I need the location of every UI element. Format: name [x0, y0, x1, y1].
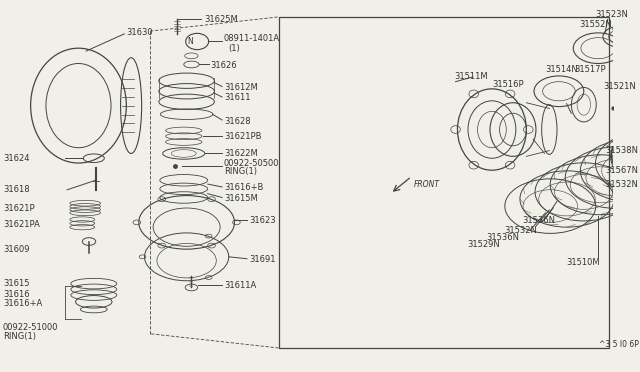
- Text: 31529N: 31529N: [467, 240, 500, 249]
- Text: 31511M: 31511M: [454, 73, 488, 81]
- Text: 31532N: 31532N: [605, 180, 637, 189]
- Text: 31567N: 31567N: [605, 166, 638, 175]
- Text: (1): (1): [228, 44, 239, 53]
- Text: 31612M: 31612M: [224, 83, 258, 92]
- Text: 31621P: 31621P: [3, 203, 35, 212]
- Text: 31616+B: 31616+B: [224, 183, 263, 192]
- Text: RING(1): RING(1): [3, 332, 36, 341]
- Text: N: N: [188, 37, 193, 46]
- Text: ^3 5 I0 6P: ^3 5 I0 6P: [599, 340, 639, 349]
- Text: 31691: 31691: [249, 255, 275, 264]
- Text: 31623: 31623: [249, 216, 275, 225]
- Text: 31517P: 31517P: [574, 65, 606, 74]
- Text: 31611: 31611: [224, 93, 250, 102]
- Text: 31624: 31624: [3, 154, 29, 163]
- Text: 31516P: 31516P: [492, 80, 524, 89]
- Text: 31523N: 31523N: [595, 10, 628, 19]
- Text: 00922-51000: 00922-51000: [3, 323, 58, 332]
- Text: 31628: 31628: [224, 118, 251, 126]
- Text: 31626: 31626: [211, 61, 237, 70]
- Text: 31532N: 31532N: [504, 225, 537, 234]
- Text: 31611A: 31611A: [224, 281, 256, 290]
- Text: RING(1): RING(1): [224, 167, 257, 176]
- Text: 31618: 31618: [3, 185, 29, 194]
- Text: 31621PB: 31621PB: [224, 132, 262, 141]
- Text: 31615M: 31615M: [224, 194, 258, 203]
- Text: FRONT: FRONT: [413, 180, 440, 189]
- Text: 31616: 31616: [3, 290, 29, 299]
- Text: 31536N: 31536N: [522, 216, 556, 225]
- Text: 31510M: 31510M: [566, 258, 600, 267]
- Text: 31514N: 31514N: [545, 65, 579, 74]
- Text: 31630: 31630: [126, 28, 153, 37]
- Text: 00922-50500: 00922-50500: [224, 158, 280, 167]
- Text: 31621PA: 31621PA: [3, 220, 40, 229]
- Text: 31625M: 31625M: [204, 15, 237, 24]
- Text: 31615: 31615: [3, 279, 29, 288]
- Text: 31622M: 31622M: [224, 149, 258, 158]
- Text: 08911-1401A: 08911-1401A: [224, 34, 280, 43]
- Text: 31616+A: 31616+A: [3, 299, 42, 308]
- Text: 31538N: 31538N: [605, 146, 638, 155]
- Text: 31521N: 31521N: [603, 82, 636, 91]
- Text: 31536N: 31536N: [486, 233, 519, 242]
- Text: 31609: 31609: [3, 245, 29, 254]
- Text: 31552N: 31552N: [579, 20, 612, 29]
